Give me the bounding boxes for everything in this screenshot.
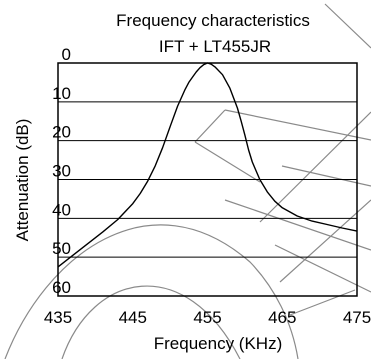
- x-tick-label-455: 455: [193, 308, 221, 327]
- watermark-line-9: [279, 199, 371, 283]
- watermark-arc-inner: [61, 285, 241, 359]
- grid-lines: [58, 101, 357, 258]
- watermark-line-8: [274, 244, 371, 293]
- watermark-line-1: [324, 3, 371, 49]
- y-axis-label: Attenuation (dB): [13, 119, 32, 242]
- x-tick-label-435: 435: [44, 308, 72, 327]
- chart-subtitle: IFT + LT455JR: [159, 37, 271, 56]
- x-axis-label: Frequency (KHz): [154, 334, 282, 353]
- series-group: [57, 62, 358, 268]
- watermark-line-5: [281, 165, 371, 187]
- watermark-line-3: [224, 109, 371, 141]
- decorative-watermark-lines: [4, 3, 371, 359]
- chart-title: Frequency characteristics: [116, 11, 310, 30]
- y-tick-label-60: 60: [52, 278, 71, 297]
- watermark-arc-outer: [4, 224, 299, 359]
- y-tick-label-30: 30: [52, 162, 71, 181]
- y-tick-label-10: 10: [52, 84, 71, 103]
- y-tick-labels: 0 10 20 30 40 50 60: [52, 45, 71, 297]
- x-tick-label-445: 445: [119, 308, 147, 327]
- watermark-line-10: [289, 289, 356, 316]
- series-line-0: [57, 62, 358, 268]
- watermark-line-2: [194, 109, 226, 143]
- y-tick-label-50: 50: [52, 239, 71, 258]
- x-tick-label-475: 475: [343, 308, 371, 327]
- watermark-line-7: [224, 199, 371, 251]
- x-tick-labels: 435 445 455 465 475: [44, 308, 371, 327]
- y-tick-label-40: 40: [52, 200, 71, 219]
- watermark-line-4: [194, 141, 261, 183]
- x-tick-label-465: 465: [268, 308, 296, 327]
- y-tick-label-20: 20: [52, 123, 71, 142]
- y-tick-label-0: 0: [62, 45, 71, 64]
